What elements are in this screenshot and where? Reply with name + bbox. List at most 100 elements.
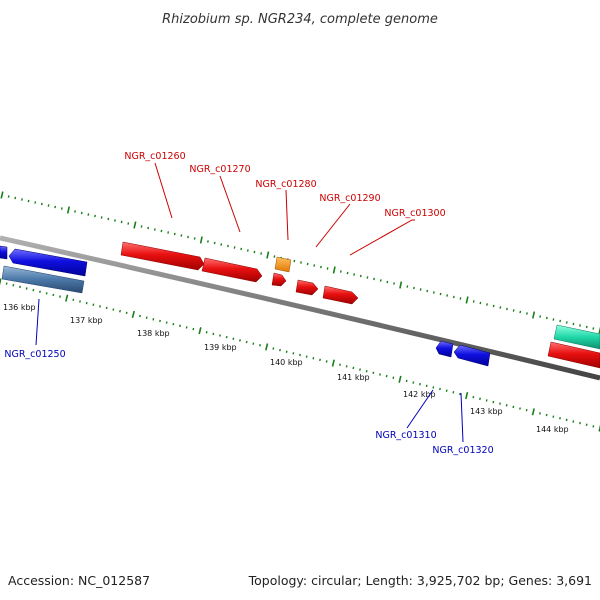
gene-label[interactable]: NGR_c01310 [375, 430, 436, 441]
minor-tick [519, 310, 522, 314]
minor-tick [185, 326, 188, 329]
major-tick [198, 327, 202, 335]
gene-arrow[interactable] [201, 257, 263, 283]
minor-tick [192, 327, 195, 331]
gene-arrow[interactable] [271, 272, 287, 287]
forward-gene-labels: NGR_c01260 NGR_c01270 NGR_c01280 NGR_c01… [124, 151, 445, 219]
gene-arrow[interactable] [120, 241, 205, 271]
minor-tick [279, 348, 281, 352]
minor-tick [452, 391, 455, 394]
kbp-label: 143 kbp [470, 407, 503, 416]
minor-tick [406, 285, 409, 288]
minor-tick [339, 363, 341, 366]
major-tick [199, 236, 203, 244]
minor-tick [359, 368, 361, 371]
minor-tick [100, 216, 103, 219]
minor-tick [379, 279, 382, 282]
inner-tick-track [0, 278, 600, 432]
gene-arrow[interactable] [0, 245, 8, 260]
minor-tick [125, 311, 128, 315]
minor-tick [499, 402, 501, 405]
gene-label[interactable]: NGR_c01300 [384, 208, 445, 219]
minor-tick [14, 196, 17, 200]
minor-tick [160, 229, 163, 233]
gene-label[interactable]: NGR_c01270 [189, 164, 250, 175]
minor-tick [220, 243, 223, 246]
gene-label[interactable]: NGR_c01290 [319, 193, 380, 204]
minor-tick [34, 201, 37, 204]
minor-tick [565, 418, 568, 422]
minor-tick [459, 297, 462, 300]
minor-tick [54, 205, 57, 209]
minor-tick [325, 360, 328, 363]
minor-tick [167, 231, 170, 234]
gene-arrow[interactable] [322, 285, 359, 305]
genome-summary-text: Topology: circular; Length: 3,925,702 bp… [248, 573, 592, 588]
minor-tick [392, 376, 395, 379]
map-title: Rhizobium sp. NGR234, complete genome [162, 12, 438, 27]
callout-line [285, 189, 289, 241]
gene-arrow[interactable] [547, 341, 600, 369]
minor-tick [173, 232, 176, 236]
gene-label[interactable]: NGR_c01280 [255, 179, 316, 190]
callout-line [219, 175, 241, 233]
major-tick [332, 266, 336, 274]
minor-tick [472, 395, 475, 399]
outer-tick-track [0, 191, 600, 334]
minor-tick [193, 237, 196, 240]
minor-tick [373, 277, 375, 281]
minor-tick [439, 292, 442, 296]
minor-tick [312, 357, 315, 360]
minor-tick [572, 420, 575, 423]
gene-label[interactable]: NGR_c01260 [124, 151, 185, 162]
minor-tick [506, 307, 508, 311]
gene-arrow[interactable] [435, 340, 454, 358]
kbp-label: 141 kbp [337, 373, 370, 382]
minor-tick [313, 264, 316, 267]
minor-tick [259, 344, 261, 347]
minor-tick [165, 321, 168, 324]
reverse-strand-genes [0, 245, 491, 367]
minor-tick [366, 276, 369, 279]
gene-arrow[interactable] [295, 279, 319, 296]
minor-tick [74, 210, 76, 213]
minor-tick [85, 301, 88, 305]
minor-tick [585, 423, 588, 426]
other-feature[interactable] [553, 324, 600, 350]
minor-tick [140, 225, 143, 228]
major-tick [133, 221, 137, 229]
minor-tick [245, 340, 248, 344]
minor-tick [239, 339, 241, 342]
major-tick [531, 408, 535, 416]
major-tick [131, 310, 135, 318]
rna-gene[interactable] [274, 256, 292, 273]
minor-tick [27, 199, 30, 203]
minor-tick [572, 322, 575, 326]
minor-tick [320, 265, 322, 269]
minor-tick [353, 273, 356, 276]
gene-label[interactable]: NGR_c01320 [432, 445, 493, 456]
major-tick [0, 191, 4, 199]
minor-tick [492, 304, 495, 308]
minor-tick [472, 300, 475, 303]
minor-tick [432, 291, 435, 294]
callout-line [315, 203, 351, 248]
minor-tick [365, 370, 368, 373]
major-tick [265, 343, 269, 351]
minor-tick [545, 316, 548, 320]
minor-tick [99, 305, 101, 308]
kbp-label: 137 kbp [70, 316, 103, 325]
pseudogene[interactable] [1, 265, 85, 294]
major-tick [0, 278, 2, 286]
gene-arrow[interactable] [453, 344, 491, 367]
minor-tick [92, 303, 95, 306]
minor-tick [419, 382, 421, 386]
major-tick [399, 281, 403, 289]
genome-backbone [0, 235, 600, 381]
minor-tick [585, 325, 588, 329]
gene-arrow[interactable] [8, 248, 88, 277]
gene-label[interactable]: NGR_c01250 [4, 349, 65, 360]
minor-tick [352, 366, 355, 370]
minor-tick [19, 285, 21, 289]
major-tick [465, 392, 469, 400]
